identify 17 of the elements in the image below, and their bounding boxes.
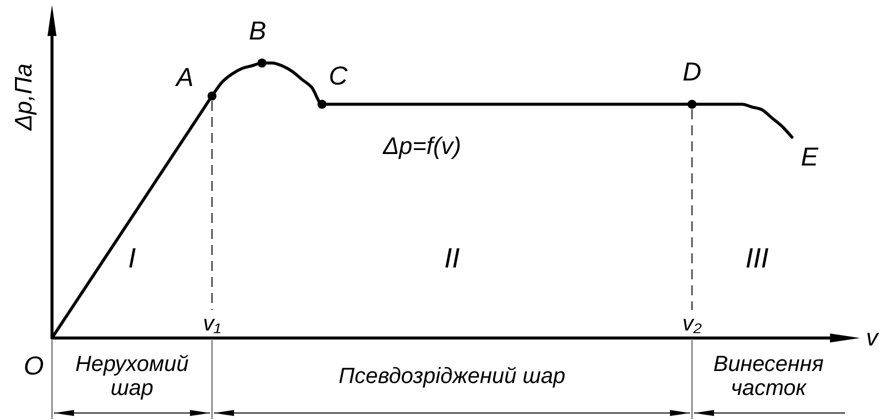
series-label: Δp=f(v) [382,132,462,160]
annotation: A [174,62,194,92]
y-axis-title: Δp,Па [10,64,38,132]
text: Псевдозріджений шар [338,363,566,388]
annotation: C [328,60,348,90]
x-axis-title: v [866,324,880,352]
annotation: III [745,242,769,274]
text: E [800,141,819,172]
annotation: B [248,15,266,46]
annotation: D [682,56,702,86]
annotation: I [128,242,136,274]
text: O [24,350,44,381]
x-tick-label: v₁ [203,310,222,336]
annotation: II [444,242,460,274]
text: Нерухомий шар [75,351,189,400]
x-tick-label: v₂ [682,310,702,336]
text: Винесення часток [713,351,824,400]
